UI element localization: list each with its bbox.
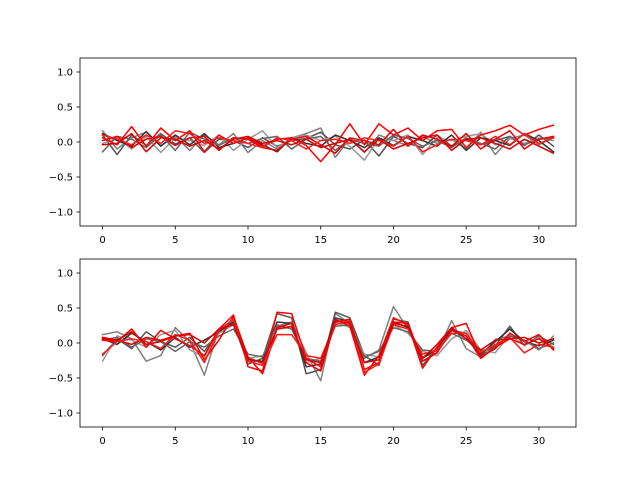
series-line-5 [101, 131, 555, 153]
series-group [101, 123, 555, 163]
series-line-8 [101, 130, 555, 153]
series-line-6 [101, 123, 555, 163]
y-tick-label: −1.0 [49, 409, 73, 420]
x-tick-label: 0 [99, 235, 105, 246]
x-tick-label: 0 [99, 436, 105, 447]
series-group [101, 305, 555, 382]
x-tick-label: 5 [172, 436, 178, 447]
y-tick-label: 0.0 [57, 138, 73, 149]
x-tick-label: 15 [314, 235, 327, 246]
y-tick-label: 1.0 [57, 68, 73, 79]
x-tick-label: 10 [242, 235, 255, 246]
y-tick-label: −0.5 [49, 374, 73, 385]
y-tick-label: 1.0 [57, 269, 73, 280]
x-tick-label: 25 [460, 436, 473, 447]
x-tick-label: 10 [242, 436, 255, 447]
x-tick-label: 30 [533, 235, 546, 246]
y-tick-label: −1.0 [49, 208, 73, 219]
y-tick-label: 0.0 [57, 339, 73, 350]
y-tick-label: 0.5 [57, 103, 73, 114]
x-tick-label: 5 [172, 235, 178, 246]
axes-2: 0 5 10 15 20 25 30 −1.0 −0.5 0.0 0.5 1.0 [49, 258, 577, 447]
axes-1: 0 5 10 15 20 25 30 −1.0 −0.5 0.0 0.5 1.0 [49, 57, 577, 246]
y-tick-label: −0.5 [49, 173, 73, 184]
x-tick-label: 25 [460, 235, 473, 246]
series-line-9 [101, 132, 555, 155]
y-tick-label: 0.5 [57, 304, 73, 315]
x-tick-label: 20 [387, 436, 400, 447]
x-tick-label: 20 [387, 235, 400, 246]
series-line-9 [101, 319, 555, 364]
x-tick-label: 15 [314, 436, 327, 447]
series-line-7 [101, 128, 555, 154]
x-tick-label: 30 [533, 436, 546, 447]
